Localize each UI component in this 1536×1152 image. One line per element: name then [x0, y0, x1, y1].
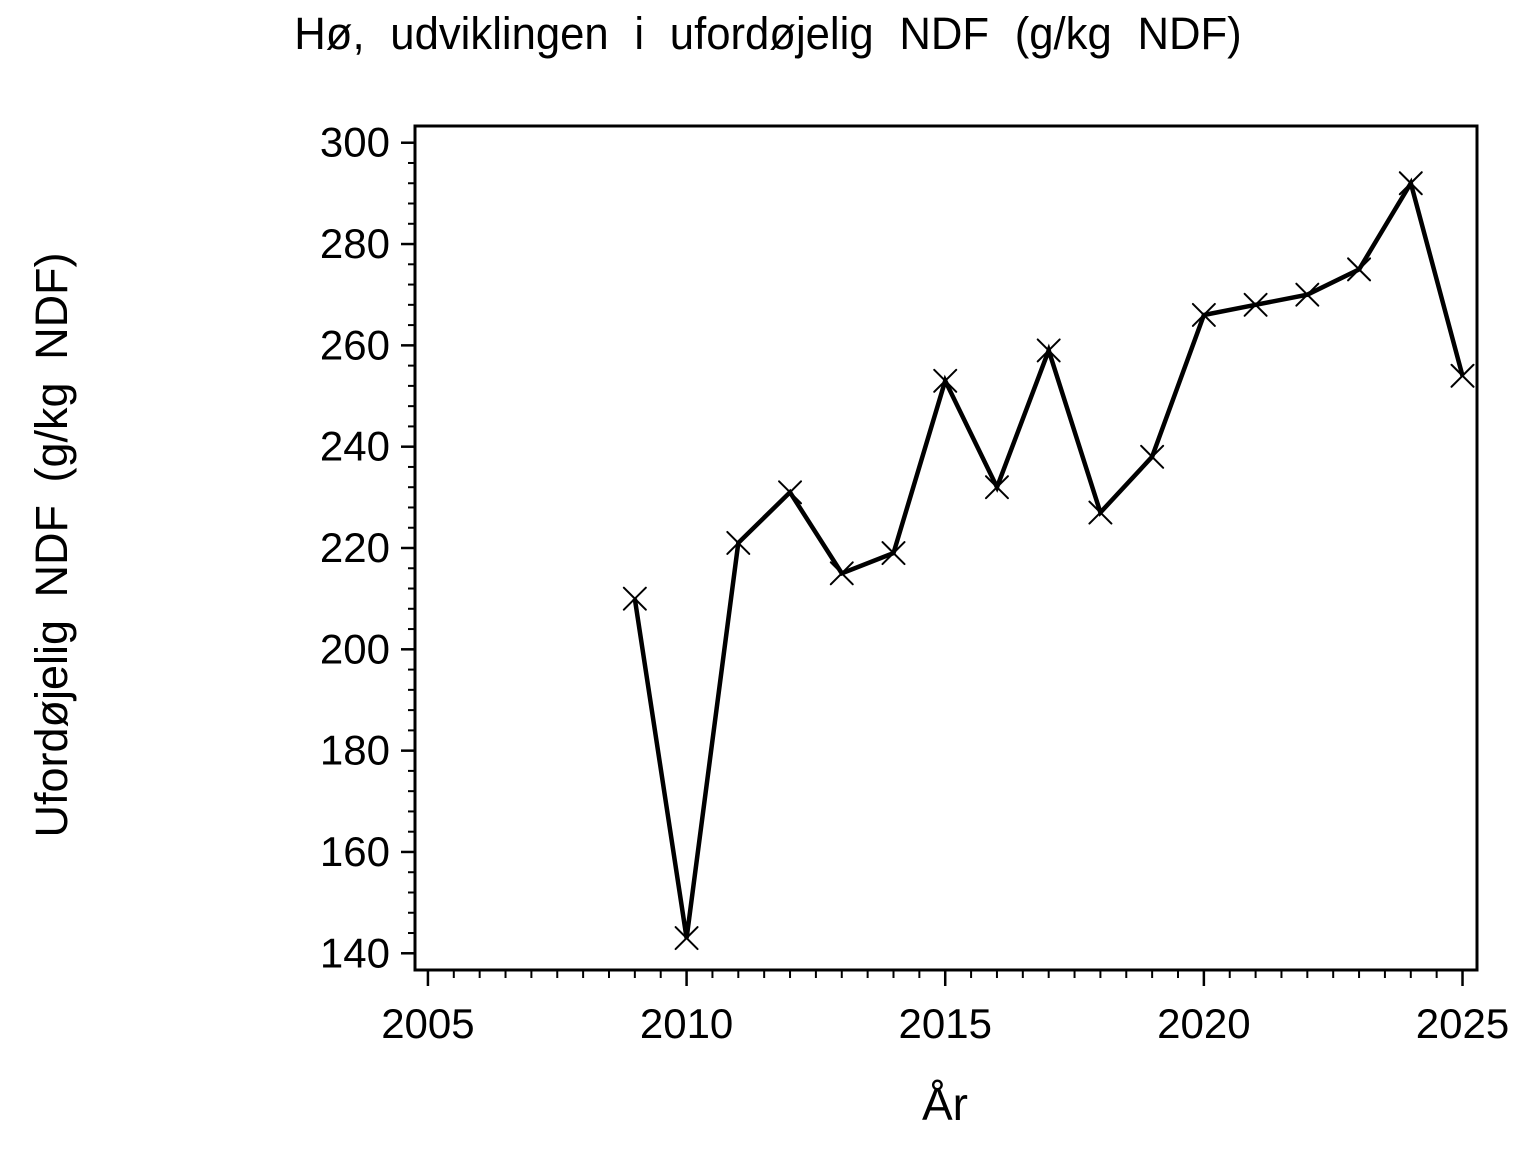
- line-series: [632, 177, 1465, 939]
- x-tick-label: 2010: [640, 1000, 733, 1047]
- y-tick-label: 260: [320, 321, 390, 368]
- y-tick-label: 280: [320, 220, 390, 267]
- x-tick-label: 2020: [1157, 1000, 1250, 1047]
- y-tick-label: 200: [320, 625, 390, 672]
- data-point-marker: [1088, 500, 1113, 525]
- x-axis-title: År: [922, 1078, 968, 1130]
- data-point-marker: [933, 368, 958, 393]
- data-point-marker: [726, 530, 751, 555]
- data-point-marker: [1347, 257, 1372, 282]
- x-tick-label: 2015: [899, 1000, 992, 1047]
- data-point-marker: [1295, 282, 1320, 307]
- plot-frame: [413, 124, 1479, 972]
- data-point-marker: [984, 475, 1009, 500]
- data-point-marker: [622, 586, 647, 611]
- y-tick-label: 240: [320, 423, 390, 470]
- x-tick-label: 2005: [381, 1000, 474, 1047]
- y-tick-label: 300: [320, 119, 390, 166]
- y-tick-label: 180: [320, 727, 390, 774]
- data-point-marker: [778, 480, 803, 505]
- y-tick-label: 160: [320, 828, 390, 875]
- data-point-marker: [1191, 302, 1216, 327]
- data-point-marker: [674, 926, 699, 951]
- data-point-marker: [881, 541, 906, 566]
- data-point-marker: [1140, 444, 1165, 469]
- chart-title: Hø, udviklingen i ufordøjelig NDF (g/kg …: [294, 8, 1242, 59]
- y-tick-label: 140: [320, 929, 390, 976]
- data-point-marker: [1398, 171, 1423, 196]
- data-point-marker: [829, 561, 854, 586]
- data-point-marker: [1243, 292, 1268, 317]
- data-point-marker: [1036, 338, 1061, 363]
- data-point-marker: [1450, 363, 1475, 388]
- x-tick-label: 2025: [1416, 1000, 1509, 1047]
- y-tick-label: 220: [320, 524, 390, 571]
